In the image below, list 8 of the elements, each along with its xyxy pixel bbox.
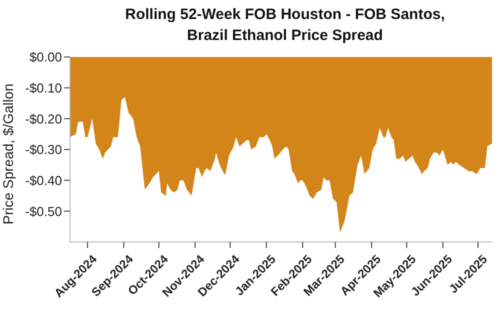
y-tick-label: $0.00 bbox=[29, 50, 62, 65]
y-tick-label: -$0.50 bbox=[25, 204, 62, 219]
y-axis-title: Price Spread, $/Gallon bbox=[0, 84, 16, 224]
y-tick-label: -$0.20 bbox=[25, 111, 62, 126]
y-tick-label: -$0.40 bbox=[25, 172, 62, 188]
y-tick-label: -$0.30 bbox=[25, 142, 62, 158]
y-tick-label: -$0.10 bbox=[25, 80, 62, 96]
chart-title: Rolling 52-Week FOB Houston - FOB Santos, Brazil Ethanol Price Spread bbox=[125, 5, 445, 46]
